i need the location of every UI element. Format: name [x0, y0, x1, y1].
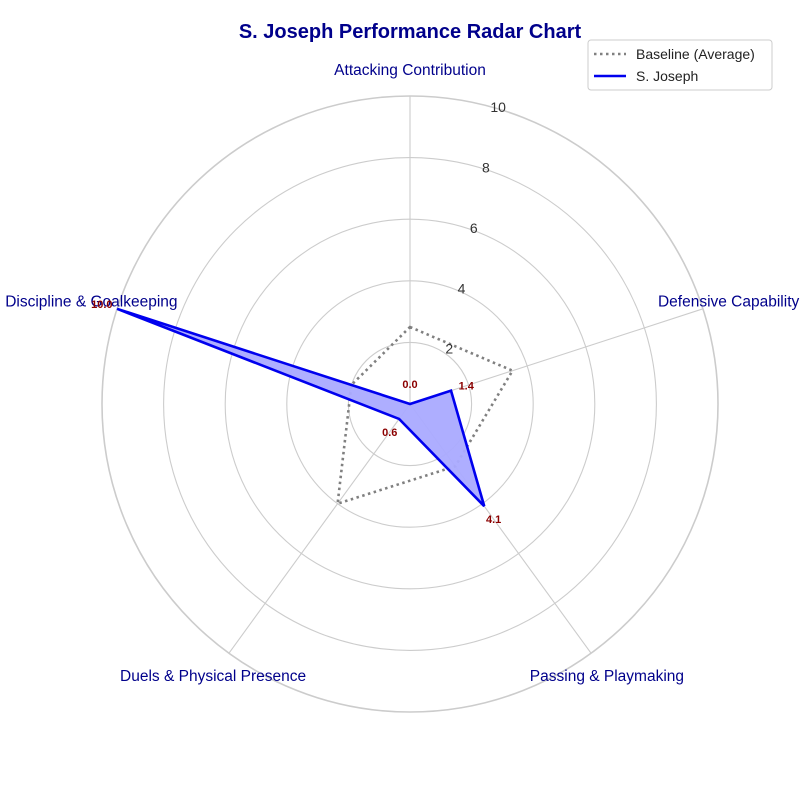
series-line-1 — [116, 307, 486, 508]
data-label-0: 0.0 — [402, 379, 417, 391]
legend-label-0: Baseline (Average) — [636, 46, 755, 62]
data-label-1: 1.4 — [459, 381, 475, 393]
radial-tick-labels: 2 4 6 8 10 — [445, 99, 506, 356]
radar-series — [116, 307, 515, 508]
legend: Baseline (Average) S. Joseph — [587, 39, 773, 91]
tick-label-0: 2 — [445, 341, 453, 357]
category-labels: Attacking Contribution Defensive Capabili… — [5, 62, 799, 685]
legend-box — [587, 39, 773, 91]
data-label-3: 0.6 — [382, 427, 397, 439]
spoke-line-3 — [228, 403, 411, 654]
category-label-1: Defensive Capability — [658, 293, 800, 310]
tick-label-4: 10 — [490, 99, 506, 115]
tick-label-3: 8 — [482, 160, 490, 176]
data-labels: 0.0 1.4 4.1 0.6 10.0 — [91, 299, 501, 526]
category-label-3: Duels & Physical Presence — [120, 668, 306, 685]
category-label-4: Discipline & Goalkeeping — [5, 293, 177, 310]
legend-label-1: S. Joseph — [636, 68, 698, 84]
series-fill-1 — [117, 308, 485, 507]
category-label-2: Passing & Playmaking — [530, 668, 684, 685]
data-label-2: 4.1 — [486, 514, 501, 526]
chart-title: S. Joseph Performance Radar Chart — [239, 21, 582, 43]
spoke-line-1 — [409, 308, 704, 405]
category-label-0: Attacking Contribution — [334, 62, 486, 79]
data-label-4: 10.0 — [91, 299, 112, 311]
tick-label-2: 6 — [470, 220, 478, 236]
tick-label-1: 4 — [458, 280, 466, 296]
